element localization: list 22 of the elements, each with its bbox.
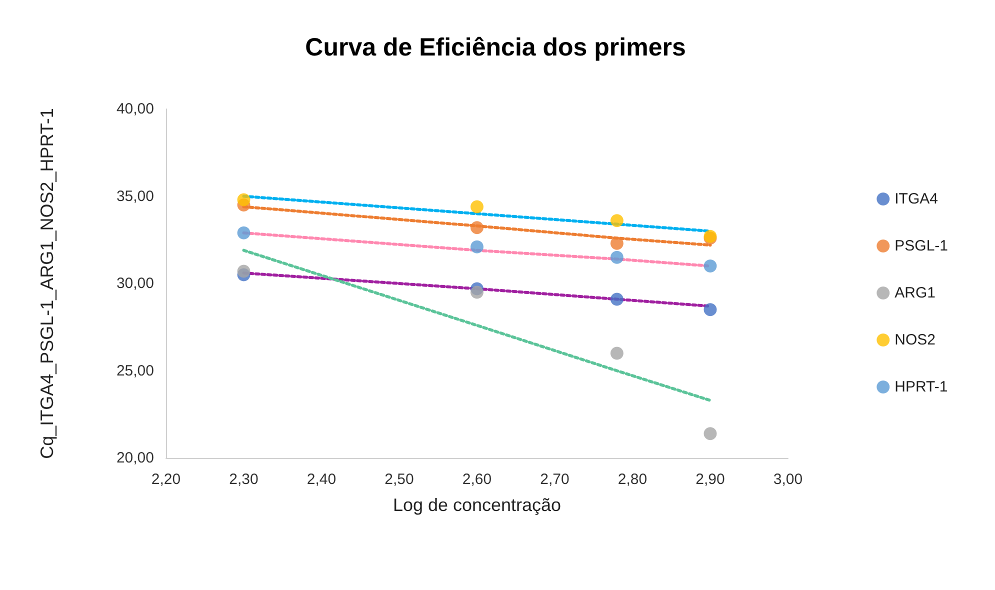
y-tick-label: 25,00 [116, 362, 154, 380]
x-tick-label: 3,00 [773, 471, 803, 488]
x-tick-label: 2,70 [540, 471, 570, 488]
legend-label: NOS2 [894, 332, 936, 348]
x-tick-label: 2,90 [696, 471, 725, 488]
y-tick-label: 40,00 [116, 100, 154, 118]
legend-label: ITGA4 [894, 190, 938, 208]
chart-title: Curva de Eficiência dos primers [305, 34, 686, 62]
y-tick-label: 35,00 [116, 188, 154, 205]
y-axis-title: Cq_ITGA4_PSGL-1_ARG1_NOS2_HPRT-1 [37, 108, 57, 459]
y-tick-label: 30,00 [116, 275, 154, 292]
x-axis-title: Log de concentração [392, 495, 562, 515]
x-tick-label: 2,50 [384, 471, 414, 488]
legend-label: ARG1 [894, 284, 936, 302]
x-tick-label: 2,80 [618, 471, 648, 488]
x-tick-label: 2,30 [229, 471, 258, 488]
x-tick-label: 2,40 [306, 471, 336, 488]
legend-label: HPRT-1 [894, 378, 948, 396]
x-tick-label: 2,20 [151, 471, 181, 488]
legend-label: PSGL-1 [894, 238, 948, 254]
x-tick-label: 2,60 [462, 471, 492, 488]
y-tick-label: 20,00 [116, 450, 154, 466]
